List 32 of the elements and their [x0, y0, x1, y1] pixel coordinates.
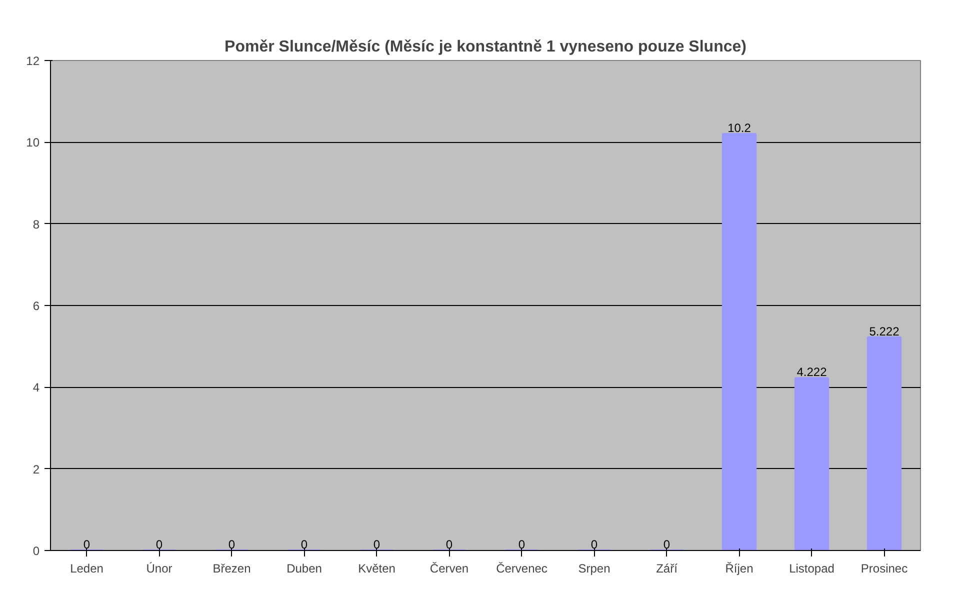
- data-label: 0: [590, 538, 598, 552]
- x-tick-label: Únor: [146, 562, 172, 576]
- data-label: 10.2: [728, 121, 752, 135]
- data-label: 0: [228, 538, 236, 552]
- x-tick-label: Leden: [70, 562, 104, 576]
- x-tick-label: Duben: [286, 562, 322, 576]
- data-label: 0: [446, 538, 453, 552]
- y-tick-label: 10: [26, 136, 40, 150]
- y-tick-label: 0: [32, 544, 40, 558]
- chart-title: Poměr Slunce/Měsíc (Měsíc je konstantně 1 vyneseno pouze Slunce): [224, 38, 746, 56]
- x-tick-label: Září: [656, 562, 678, 576]
- x-tick-label: Červen: [430, 562, 469, 576]
- x-tick-label: Říjen: [725, 562, 754, 576]
- x-tick-label: Listopad: [789, 562, 834, 576]
- x-tick-label: Březen: [212, 562, 251, 576]
- data-label: 0: [83, 538, 90, 552]
- x-tick-label: Květen: [358, 562, 396, 576]
- data-label: 5.222: [869, 324, 900, 338]
- y-tick-label: 12: [26, 54, 40, 68]
- y-tick-label: 2: [32, 462, 40, 476]
- x-tick-label: Srpen: [578, 562, 610, 576]
- data-label: 0: [300, 538, 308, 552]
- x-tick-label: Prosinec: [860, 562, 908, 576]
- y-tick-label: 8: [32, 217, 40, 232]
- data-label: 4.222: [796, 365, 828, 380]
- y-tick-label: 4: [32, 380, 40, 395]
- x-tick-label: Červenec: [496, 562, 548, 576]
- data-label: 0: [373, 538, 380, 552]
- data-label: 0: [518, 538, 526, 552]
- data-label: 0: [663, 538, 670, 552]
- data-label: 0: [156, 538, 163, 552]
- y-tick-label: 6: [32, 299, 40, 313]
